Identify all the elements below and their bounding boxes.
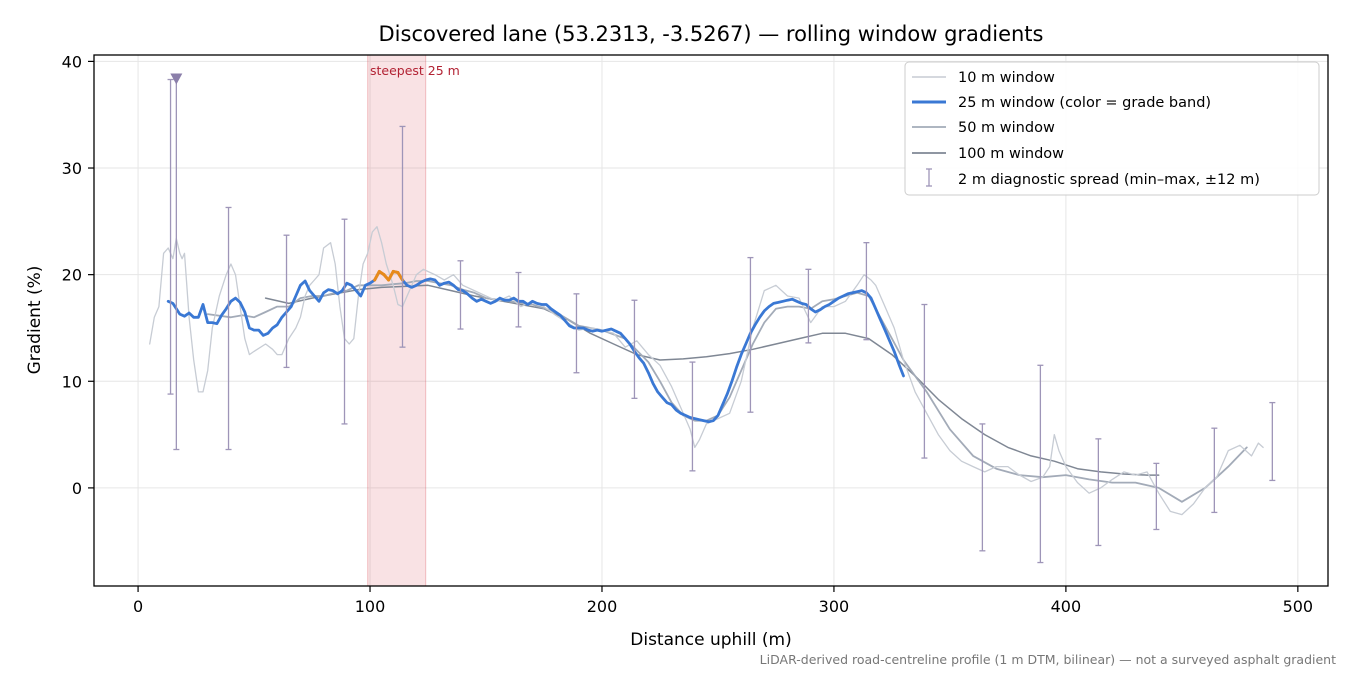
x-tick-label: 300 <box>819 597 850 616</box>
errorbar <box>167 78 174 395</box>
x-tick-label: 0 <box>133 597 143 616</box>
errorbar <box>173 77 180 451</box>
y-tick-label: 0 <box>72 479 82 498</box>
legend-label-25m: 25 m window (color = grade band) <box>958 95 1211 111</box>
chart-title: Discovered lane (53.2313, -3.5267) — rol… <box>379 22 1044 46</box>
legend-swatch-errorbar <box>926 168 932 187</box>
legend-label-50m: 50 m window <box>958 120 1055 136</box>
series-group <box>149 226 1264 516</box>
errorbar <box>1269 401 1276 482</box>
errorbar <box>225 206 232 451</box>
y-tick-label: 30 <box>62 159 82 178</box>
errorbar <box>515 271 522 328</box>
steepest-band-rect <box>367 54 427 587</box>
series-line-w25 <box>166 270 905 424</box>
errorbar <box>921 303 928 459</box>
steepest-band-label: steepest 25 m <box>370 63 460 78</box>
errorbar <box>573 293 580 374</box>
legend-box <box>904 61 1320 196</box>
plot-frame <box>93 54 1329 587</box>
legend: 10 m window 25 m window (color = grade b… <box>904 61 1320 196</box>
y-axis-label: Gradient (%) <box>25 266 45 375</box>
errorbar <box>631 299 638 399</box>
series-segment-steep <box>387 269 395 282</box>
errorbar <box>747 256 754 413</box>
x-tick-label: 400 <box>1051 597 1082 616</box>
errorbar <box>1211 427 1218 514</box>
footnote: LiDAR-derived road-centreline profile (1… <box>760 652 1336 667</box>
ticks: 0 100 200 300 400 500 0 10 20 30 40 <box>62 52 1313 616</box>
errorbar <box>805 268 812 344</box>
errorbar-group <box>167 77 1276 564</box>
y-tick-label: 10 <box>62 372 82 391</box>
x-axis-label: Distance uphill (m) <box>630 630 791 650</box>
y-tick-label: 20 <box>62 266 82 285</box>
errorbar <box>399 125 406 348</box>
errorbar <box>1153 462 1160 531</box>
errorbar <box>457 260 464 330</box>
errorbar <box>283 234 290 369</box>
legend-label-errorbar: 2 m diagnostic spread (min–max, ±12 m) <box>958 172 1260 188</box>
legend-label-10m: 10 m window <box>958 70 1055 86</box>
errorbar <box>1037 364 1044 564</box>
y-tick-label: 40 <box>62 52 82 71</box>
legend-label-100m: 100 m window <box>958 146 1064 162</box>
steepest-band <box>367 54 427 587</box>
x-tick-label: 500 <box>1283 597 1314 616</box>
series-segment-steep <box>373 269 381 282</box>
errorbar <box>341 218 348 425</box>
errorbar <box>689 361 696 472</box>
x-tick-label: 200 <box>587 597 618 616</box>
peak-marker <box>170 73 183 85</box>
errorbar <box>979 423 986 552</box>
marker-group <box>170 73 183 85</box>
errorbar <box>863 242 870 341</box>
series-segment-steep <box>396 271 404 282</box>
x-tick-label: 100 <box>355 597 386 616</box>
errorbar <box>1095 438 1102 547</box>
series-line-w10 <box>149 226 1264 516</box>
